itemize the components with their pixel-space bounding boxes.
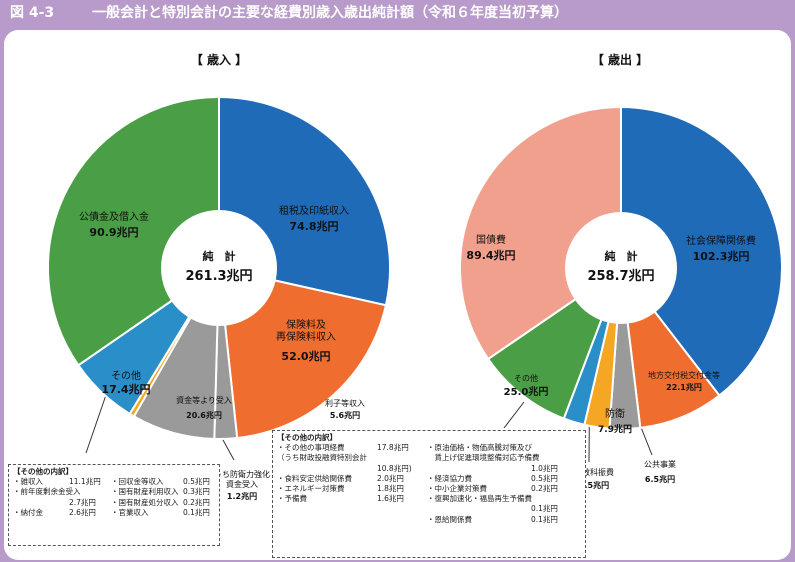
figure-title-bar: 図 4-3 一般会計と特別会計の主要な経費別歳入歳出純計額（令和６年度当初予算） [0,0,795,26]
slice-value: 102.3兆円 [693,249,750,263]
list-item: （うち財政投融資特別会計 [277,453,367,463]
slice-label: 文教科振費 [574,467,614,477]
list-item: ・雑収入 11.1兆円 [13,477,101,487]
leader-line [85,394,107,454]
slice-value: 6.5兆円 [645,474,675,484]
chart-title: 【 歳入 】 [191,52,247,67]
slice-value: 89.4兆円 [466,248,515,262]
list-item: ・その他の事項経費 17.8兆円 [277,443,409,453]
figure-title: 一般会計と特別会計の主要な経費別歳入歳出純計額（令和６年度当初予算） [92,5,568,21]
list-item: ・原油価格・物価高騰対策及び [427,443,532,453]
pie-center-hole [161,210,277,326]
slice-value: 5.5兆円 [579,480,609,490]
center-label: 純 計 [605,249,638,263]
expenditure-breakdown-header: 【その他の内訳】 [277,433,337,442]
list-item: 1.0兆円 [531,463,558,473]
list-item: ・官業収入 0.1兆円 [111,507,210,517]
slice-label: 社会保障関係費 [686,234,756,247]
slice-value: 25.0兆円 [504,385,549,398]
slice-value: 1.2兆円 [227,491,257,501]
slice-label: 公債金及借入金 [79,210,149,223]
figure-number: 図 4-3 [10,5,55,21]
list-item: ・エネルギー対策費 1.8兆円 [277,484,404,494]
pie-slice-1-6 [459,105,622,361]
slice-label: 資金等より受入 [176,395,232,405]
slice-value: 20.6兆円 [186,410,222,420]
list-item: ・前年度剰余金受入 [13,487,81,497]
pie-center-hole [565,212,677,324]
chart-title: 【 歳出 】 [592,52,648,67]
slice-label: 公共事業 [644,459,676,469]
list-item: ・国有財産処分収入 0.2兆円 [111,497,210,507]
pie-slice-0-6 [47,95,220,367]
slice-label: 租税及印紙収入 [279,204,349,217]
list-item: ・回収金等収入 0.5兆円 [111,477,210,487]
center-label: 純 計 [203,249,236,263]
slice-value: 90.9兆円 [89,225,138,239]
slice-value: 5.6兆円 [330,410,360,420]
list-item: ・国有財産利用収入 0.3兆円 [111,487,210,497]
list-item: ・経済協力費 0.5兆円 [427,473,558,483]
center-total: 261.3兆円 [185,268,252,284]
revenue-breakdown-header: 【その他の内訳】 [13,467,73,476]
slice-value: 52.0兆円 [281,349,330,363]
slice-label: 地方交付税交付金等 [648,370,720,380]
pie-slice-0-1 [217,266,388,440]
slice-value: 22.1兆円 [666,382,702,392]
slice-label: 国債費 [476,233,506,246]
slice-label: 利子等収入 [325,398,365,408]
list-item: ・予備費 1.6兆円 [277,494,404,504]
pie-slice-1-0 [620,105,783,397]
revenue-other-breakdown: 【その他の内訳】 ・雑収入 11.1兆円 ・前年度剰余金受入 2.7兆円 ・納付金… [8,464,220,546]
center-total: 258.7兆円 [587,268,654,284]
slice-label: うち防衛力強化 [214,469,270,479]
slice-label: 防衛 [605,407,625,420]
list-item: ・納付金 2.6兆円 [13,507,96,517]
slice-label: 資金受入 [226,479,258,489]
slice-value: 17.4兆円 [101,382,150,396]
list-item: 0.1兆円 [531,504,558,514]
list-item: 2.7兆円 [69,497,96,507]
list-item: 10.8兆円) [377,463,412,473]
slice-value: 74.8兆円 [289,219,338,233]
slice-label: 再保険料収入 [276,330,336,343]
list-item: ・復興加速化・福島再生予備費 [427,494,532,504]
list-item: 賃上げ促進環境整備対応予備費 [427,453,540,463]
slice-label: 保険料及 [286,318,326,331]
pie-centers [161,210,677,326]
expenditure-other-breakdown: 【その他の内訳】 ・その他の事項経費 17.8兆円 （うち財政投融資特別会計 10… [272,430,586,558]
slice-label: その他 [111,369,141,382]
leader-line [503,401,525,429]
chart-panel: 純 計 261.3兆円【 歳入 】租税及印紙収入 74.8兆円 保険料及 再保険料収入 5… [4,30,791,560]
slice-label: その他 [514,373,538,383]
list-item: ・中小企業対策費 0.2兆円 [427,484,558,494]
slice-value: 7.9兆円 [598,423,632,435]
list-item: ・食料安定供給関係費 2.0兆円 [277,473,404,483]
list-item: ・恩給関係費 0.1兆円 [427,514,558,524]
